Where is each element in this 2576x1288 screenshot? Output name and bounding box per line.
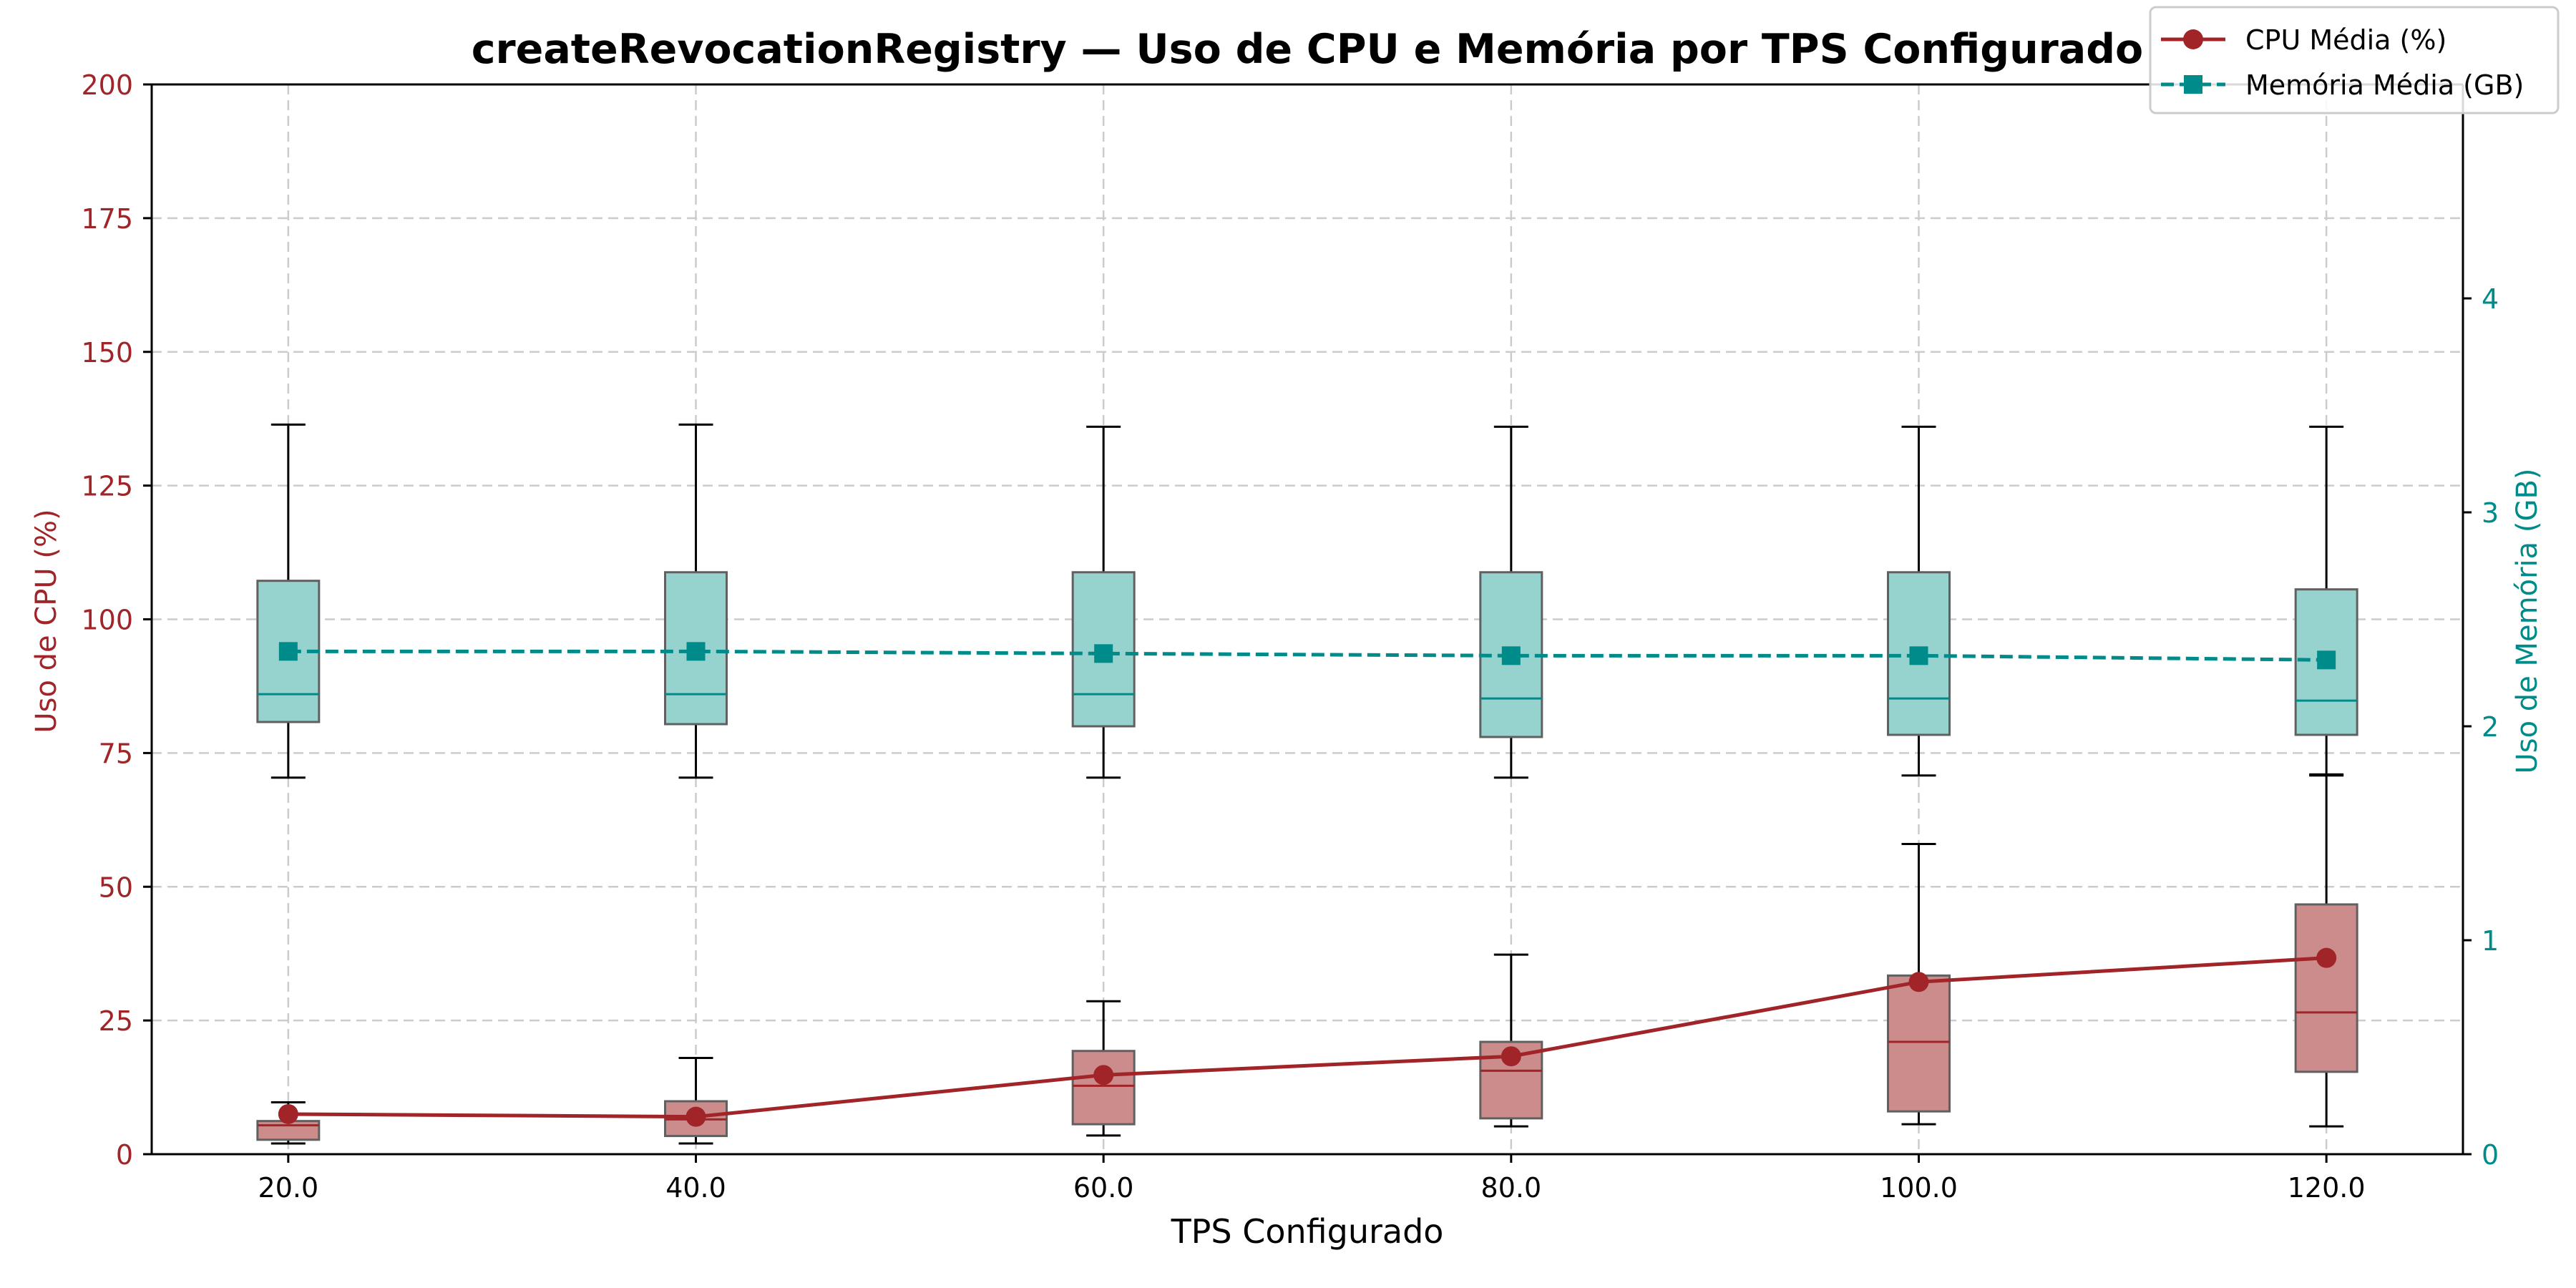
legend: CPU Média (%) Memória Média (GB) [2149, 6, 2560, 114]
y-left-tick-label: 75 [99, 738, 133, 769]
legend-frame [2149, 6, 2560, 114]
memory-mean-point [2317, 650, 2336, 670]
y-axis-right-label: Uso de Memória (GB) [2511, 468, 2544, 774]
cpu-boxes [256, 773, 2358, 1145]
cpu-mean-point [686, 1106, 706, 1127]
memory-mean-point [1094, 644, 1113, 663]
y-right-tick-label: 2 [2482, 711, 2499, 743]
cpu-iqr [2294, 903, 2358, 1073]
y-left-tick-label: 150 [81, 337, 133, 369]
cpu-mean-line [288, 956, 2327, 1119]
cpu-box [2294, 773, 2358, 1128]
legend-memory-label: Memória Média (GB) [2245, 69, 2524, 101]
tick-labels: 20.0 40.0 60.0 80.0 100.0 120.0 0 25 50 75 100 125 1… [81, 69, 2499, 1204]
y-axis-left-label: Uso de CPU (%) [30, 509, 63, 733]
x-axis-label: TPS Configurado [1171, 1212, 1444, 1251]
memory-mean-point [686, 642, 706, 661]
y-right-tick-label: 0 [2482, 1139, 2499, 1171]
y-left-tick-label: 0 [116, 1139, 133, 1171]
legend-memory-marker [2184, 75, 2202, 94]
legend-cpu-label: CPU Média (%) [2245, 24, 2446, 56]
x-tick-label: 40.0 [665, 1172, 726, 1204]
memory-mean-point [1909, 646, 1928, 665]
cpu-iqr [256, 1120, 321, 1141]
y-left-tick-label: 125 [81, 471, 133, 502]
y-left-tick-label: 200 [81, 69, 133, 101]
y-right-tick-label: 3 [2482, 497, 2499, 529]
y-left-tick-label: 25 [99, 1005, 133, 1037]
y-left-tick-label: 100 [81, 605, 133, 636]
y-right-tick-label: 1 [2482, 925, 2499, 957]
cpu-mean-point [2316, 947, 2337, 968]
y-right-tick-label: 4 [2482, 283, 2499, 315]
cpu-mean-point [1501, 1046, 1521, 1067]
memory-mean-point [1501, 646, 1521, 665]
x-tick-label: 60.0 [1073, 1172, 1134, 1204]
y-left-tick-label: 50 [99, 872, 133, 903]
x-tick-label: 20.0 [258, 1172, 319, 1204]
cpu-box [664, 1056, 728, 1145]
x-tick-label: 80.0 [1481, 1172, 1542, 1204]
cpu-box [1071, 1000, 1136, 1137]
cpu-iqr [1071, 1050, 1136, 1126]
cpu-mean-point [1908, 972, 1929, 992]
cpu-mean-point [278, 1103, 298, 1124]
cpu-iqr [1886, 974, 1951, 1113]
cpu-box [1886, 842, 1951, 1126]
memory-mean-line [288, 649, 2327, 662]
x-tick-label: 100.0 [1880, 1172, 1958, 1204]
y-left-tick-label: 175 [81, 203, 133, 235]
chart-title: createRevocationRegistry — Uso de CPU e … [472, 26, 2143, 73]
memory-mean-point [278, 642, 298, 661]
mean-lines [278, 642, 2337, 1127]
cpu-mean-point [1093, 1065, 1114, 1085]
x-tick-label: 120.0 [2288, 1172, 2366, 1204]
legend-cpu-marker [2183, 29, 2203, 49]
